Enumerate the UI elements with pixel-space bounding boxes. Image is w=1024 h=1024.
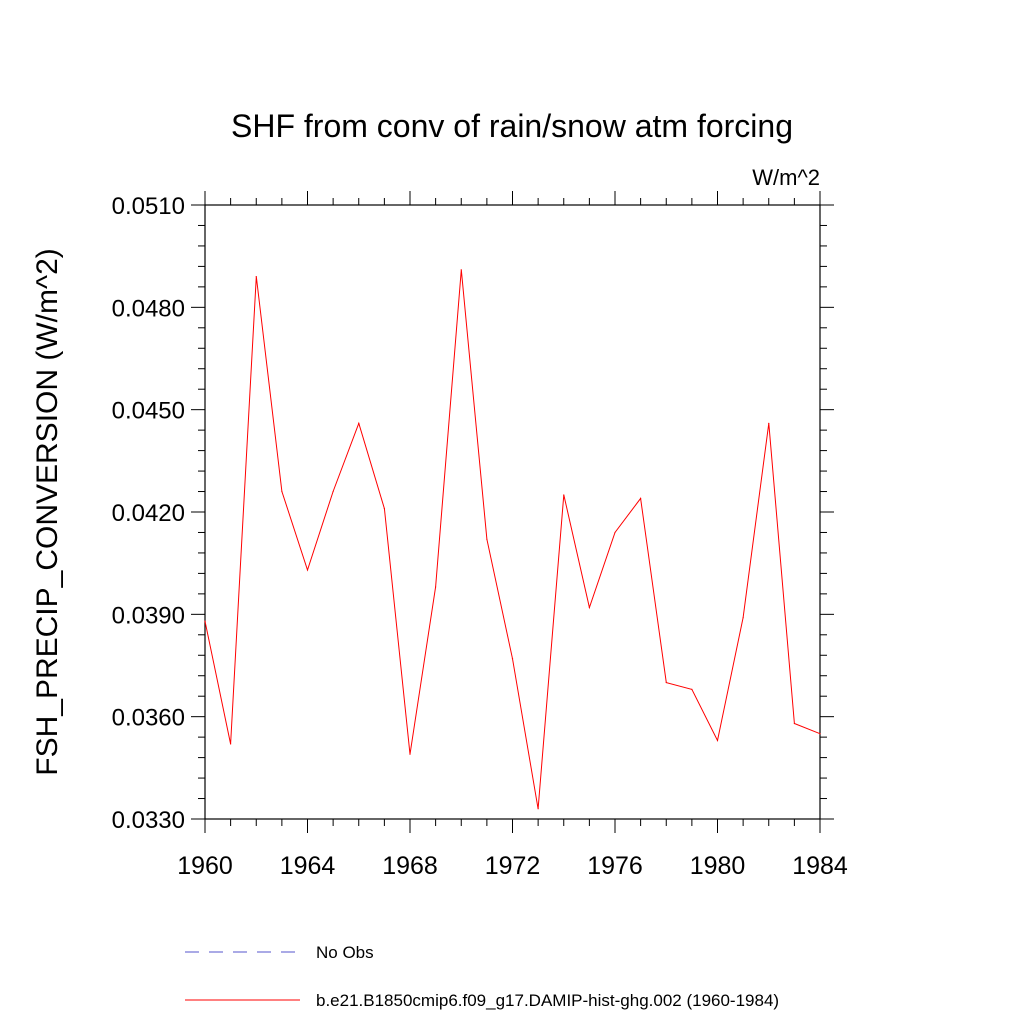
data-point (665, 681, 667, 684)
data-point (358, 422, 360, 424)
data-point (768, 422, 770, 424)
data-point (716, 739, 719, 742)
data-point (306, 569, 309, 571)
chart-title: SHF from conv of rain/snow atm forcing (231, 108, 793, 144)
x-tick-label: 1972 (485, 852, 541, 880)
y-tick-label: 0.0330 (112, 807, 185, 834)
y-tick-label: 0.0510 (112, 193, 185, 220)
x-tick-label: 1984 (792, 852, 848, 880)
data-point (742, 617, 744, 619)
x-tick-label: 1964 (280, 852, 336, 880)
y-tick-label: 0.0390 (112, 602, 185, 629)
x-tick-label: 1980 (690, 852, 746, 880)
x-tick-label: 1968 (382, 852, 438, 880)
y-axis-label: FSH_PRECIP_CONVERSION (W/m^2) (31, 248, 64, 775)
data-point (819, 733, 821, 735)
data-point (588, 606, 590, 609)
series-line (204, 269, 821, 809)
data-point (614, 531, 616, 534)
series-layer (204, 269, 821, 810)
data-point (255, 276, 257, 278)
x-tick-label: 1976 (587, 852, 643, 880)
data-point (435, 586, 437, 588)
plot-axes: 0.0330 0.0360 0.0390 0.0420 0.0450 0.0480 0.05… (112, 191, 848, 880)
data-point (640, 497, 642, 499)
data-point (230, 743, 232, 745)
y-tick-label: 0.0450 (112, 398, 185, 425)
data-point (537, 808, 539, 810)
y-tick-label: 0.0360 (112, 705, 185, 732)
x-tick-label: 1960 (177, 852, 233, 880)
legend-label: b.e21.B1850cmip6.f09_g17.DAMIP-hist-ghg.… (316, 991, 779, 1010)
data-point (691, 688, 693, 690)
data-point (511, 658, 514, 660)
data-point (563, 494, 565, 496)
legend-label: No Obs (316, 943, 374, 962)
data-point (793, 722, 795, 725)
data-point (204, 620, 206, 622)
data-point (409, 753, 411, 755)
plot-frame (204, 204, 821, 820)
data-point (332, 490, 334, 493)
y-tick-label: 0.0420 (112, 500, 185, 527)
data-point (383, 507, 385, 510)
legend: No Obs b.e21.B1850cmip6.f09_g17.DAMIP-his… (185, 943, 779, 1010)
data-point (486, 538, 488, 540)
units-label: W/m^2 (752, 165, 820, 190)
y-tick-label: 0.0480 (112, 295, 185, 322)
data-point (281, 490, 283, 493)
data-point (460, 269, 462, 271)
